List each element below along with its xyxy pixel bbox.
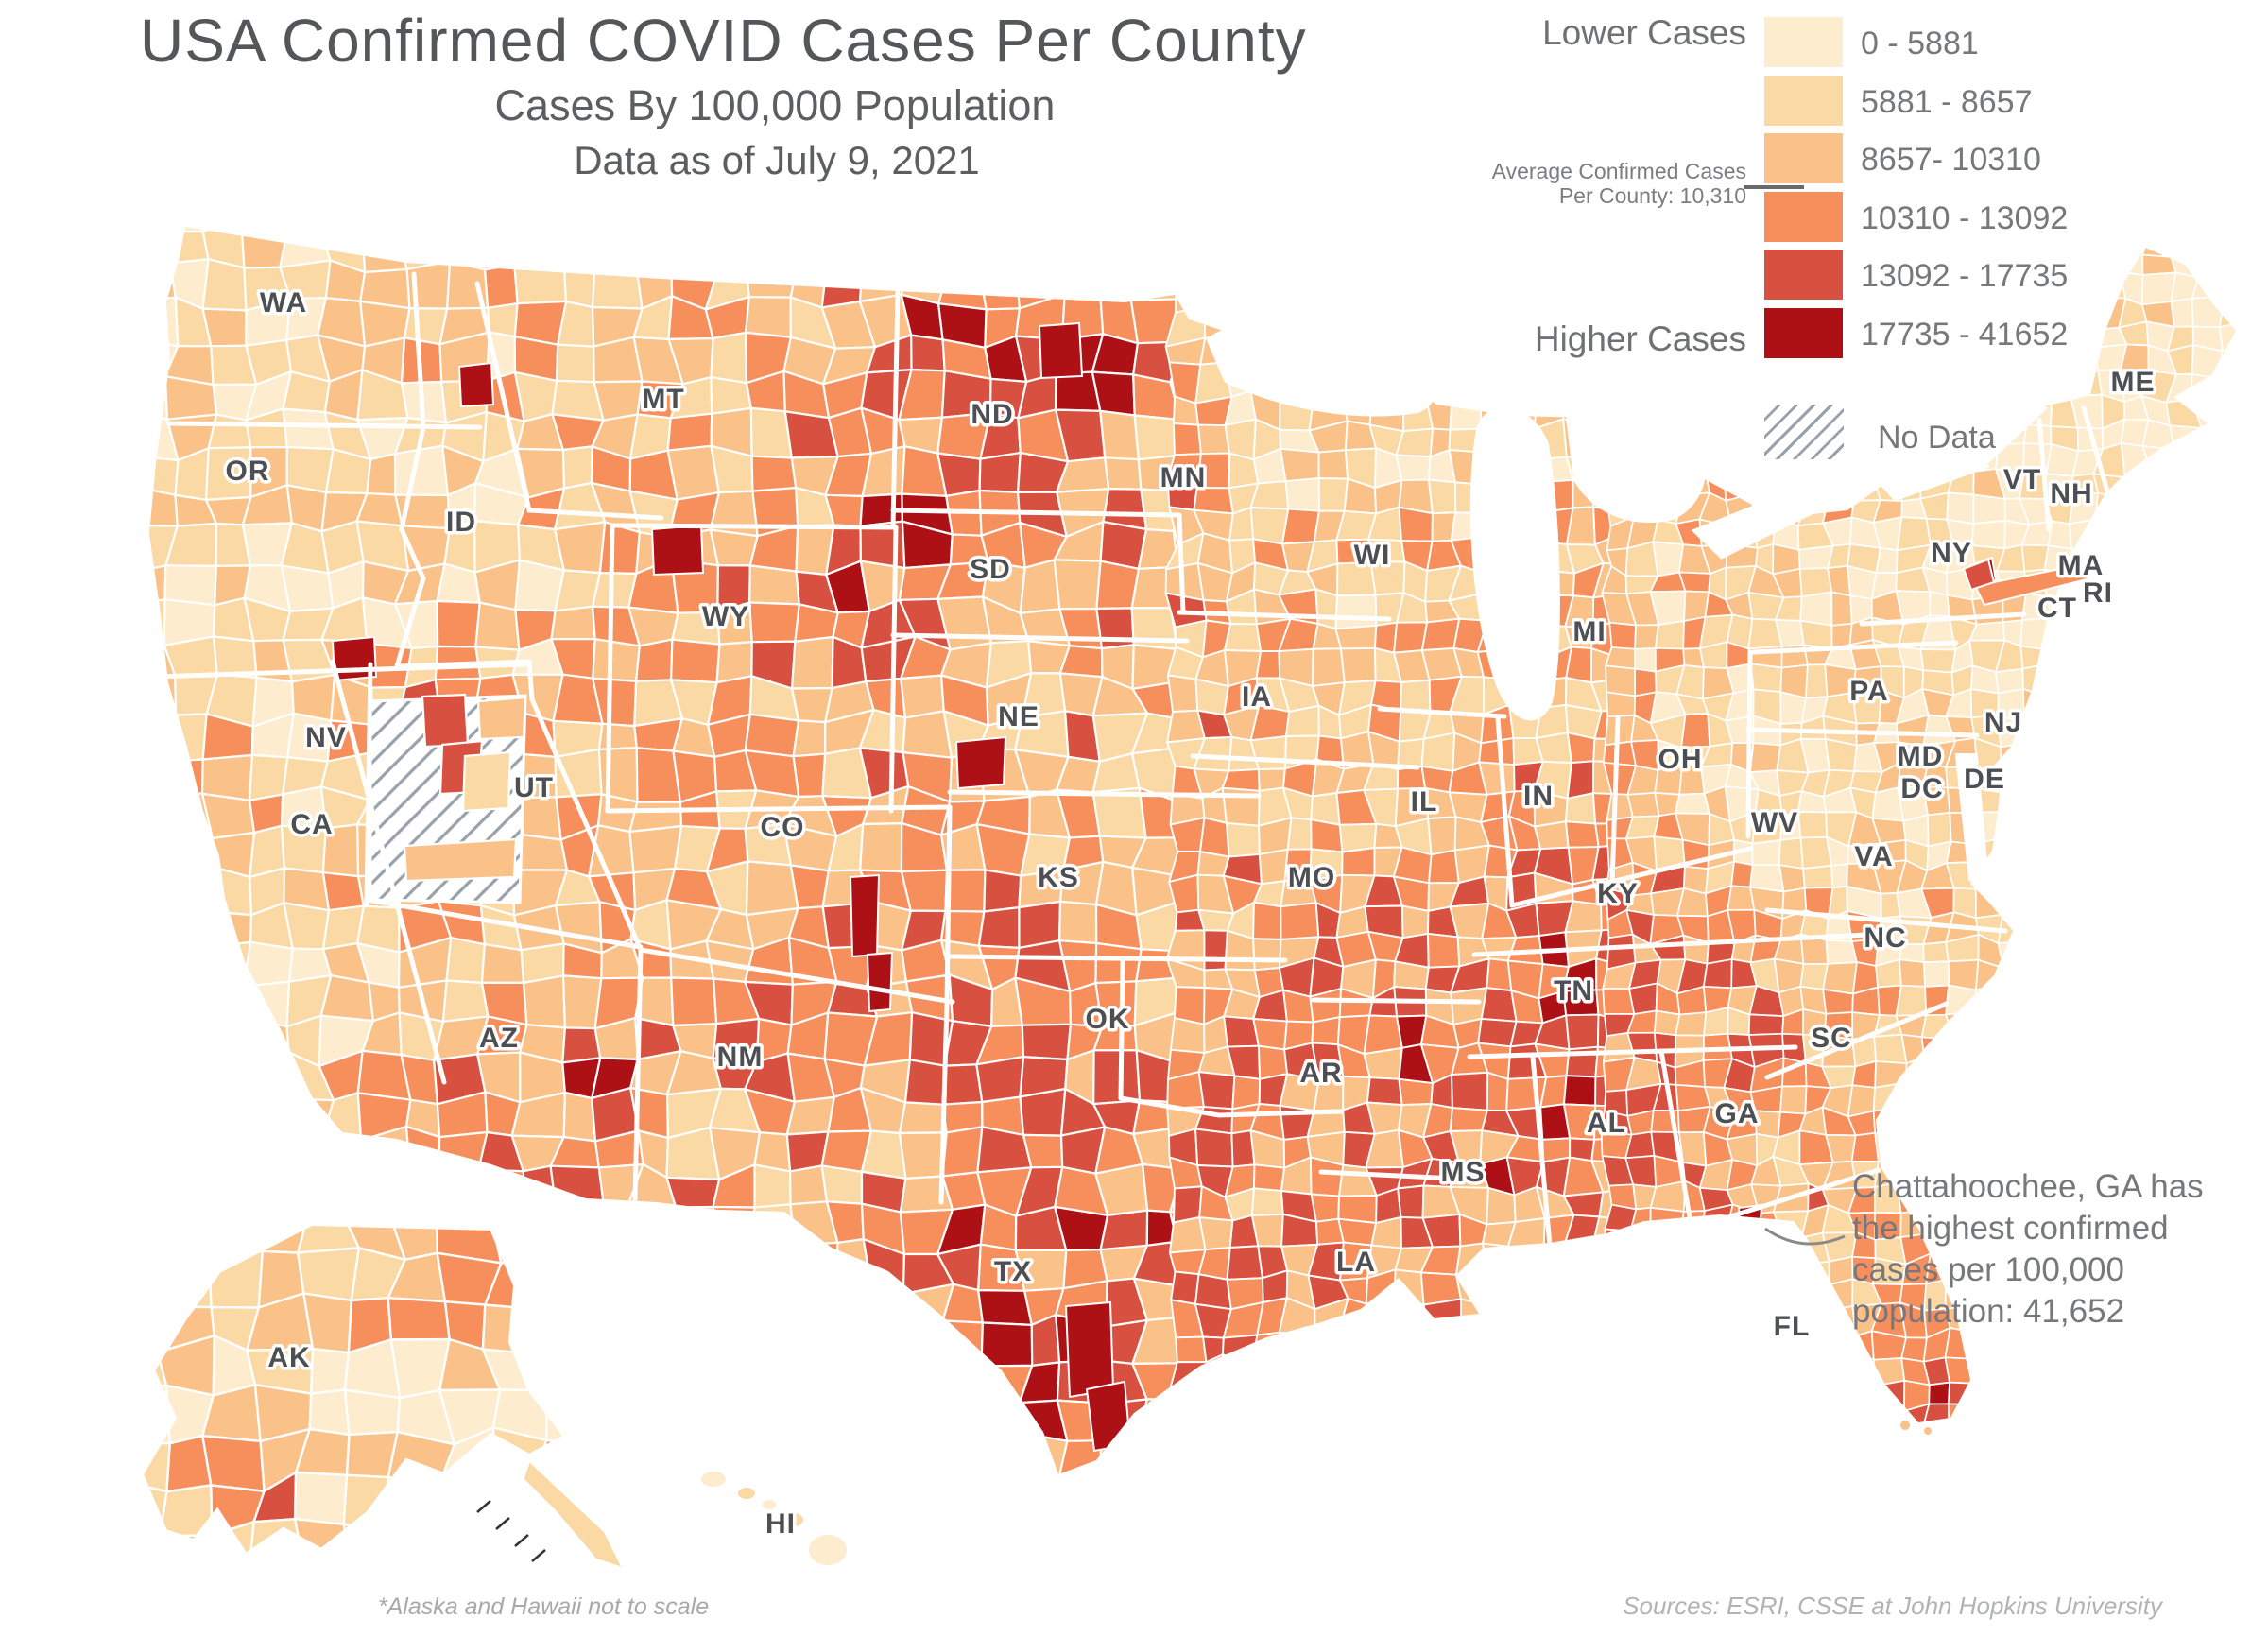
state-label-tn: TN bbox=[1554, 975, 1593, 1007]
legend-range-label-bin-5: 13092 - 17735 bbox=[1861, 258, 2069, 294]
state-label-co: CO bbox=[761, 812, 805, 843]
state-label-mt: MT bbox=[642, 384, 684, 415]
state-label-ma: MA bbox=[2058, 550, 2105, 581]
state-label-ar: AR bbox=[1299, 1058, 1342, 1089]
legend-swatch-bin-2 bbox=[1764, 75, 1843, 126]
state-label-al: AL bbox=[1587, 1108, 1626, 1139]
average-cases-note-line2: Per County: 10,310 bbox=[1558, 183, 1746, 208]
state-label-mo: MO bbox=[1288, 862, 1335, 893]
state-label-ny: NY bbox=[1931, 538, 1972, 569]
state-label-nd: ND bbox=[971, 399, 1013, 430]
state-label-la: LA bbox=[1336, 1247, 1376, 1278]
state-label-ak: AK bbox=[267, 1342, 310, 1373]
state-label-ky: KY bbox=[1597, 878, 1639, 909]
state-label-nv: NV bbox=[305, 722, 347, 753]
page-title: USA Confirmed COVID Cases Per County bbox=[140, 7, 1307, 75]
average-cases-note: Average Confirmed Cases Per County: 10,3… bbox=[1470, 159, 1746, 208]
legend-swatch-bin-6 bbox=[1764, 307, 1843, 358]
state-label-wa: WA bbox=[260, 287, 307, 319]
state-label-in: IN bbox=[1523, 781, 1554, 812]
data-as-of-date: Data as of July 9, 2021 bbox=[574, 138, 980, 182]
state-label-ri: RI bbox=[2083, 577, 2113, 609]
state-label-me: ME bbox=[2111, 367, 2156, 398]
state-label-ca: CA bbox=[290, 809, 333, 840]
state-label-nc: NC bbox=[1864, 922, 1906, 954]
state-label-vt: VT bbox=[2003, 464, 2041, 495]
state-label-va: VA bbox=[1854, 841, 1893, 872]
state-label-ne: NE bbox=[998, 701, 1040, 732]
state-label-sd: SD bbox=[970, 554, 1011, 585]
state-label-mn: MN bbox=[1160, 462, 1207, 493]
state-label-wv: WV bbox=[1751, 807, 1798, 838]
state-label-or: OR bbox=[226, 456, 270, 487]
legend-lower-cases-label: Lower Cases bbox=[1542, 13, 1746, 52]
state-label-il: IL bbox=[1411, 786, 1438, 818]
sources-footnote: Sources: ESRI, CSSE at John Hopkins Univ… bbox=[1623, 1592, 2162, 1620]
state-label-hi: HI bbox=[765, 1508, 796, 1540]
legend-swatch-bin-5 bbox=[1764, 250, 1843, 300]
legend-swatch-bin-1 bbox=[1764, 17, 1843, 67]
state-label-tx: TX bbox=[994, 1256, 1032, 1287]
state-label-nm: NM bbox=[717, 1042, 764, 1073]
state-label-de: DE bbox=[1964, 764, 2005, 795]
legend-range-label-bin-6: 17735 - 41652 bbox=[1861, 316, 2069, 353]
legend-range-label-bin-4: 10310 - 13092 bbox=[1861, 199, 2069, 236]
state-label-ks: KS bbox=[1038, 862, 1079, 893]
state-label-pa: PA bbox=[1849, 676, 1888, 707]
legend-swatch-bin-4 bbox=[1764, 191, 1843, 242]
state-label-nj: NJ bbox=[1984, 707, 2022, 738]
page-subtitle: Cases By 100,000 Population bbox=[494, 81, 1056, 129]
average-marker-line bbox=[1744, 185, 1804, 189]
legend-range-label-bin-1: 0 - 5881 bbox=[1861, 26, 1979, 61]
state-label-ia: IA bbox=[1242, 681, 1272, 713]
highest-county-annotation: Chattahoochee, GA has the highest confir… bbox=[1852, 1168, 2204, 1330]
scale-footnote: *Alaska and Hawaii not to scale bbox=[377, 1593, 710, 1620]
state-label-sc: SC bbox=[1811, 1023, 1852, 1054]
no-data-hatch-swatch bbox=[1764, 405, 1844, 459]
state-label-az: AZ bbox=[479, 1023, 519, 1054]
state-label-ct: CT bbox=[2037, 593, 2077, 624]
state-label-wy: WY bbox=[702, 601, 749, 632]
state-label-oh: OH bbox=[1658, 744, 1703, 775]
no-data-label: No Data bbox=[1878, 420, 1996, 456]
state-label-fl: FL bbox=[1774, 1311, 1811, 1342]
state-label-ok: OK bbox=[1086, 1004, 1130, 1035]
legend-range-label-bin-3: 8657- 10310 bbox=[1861, 142, 2041, 178]
state-label-id: ID bbox=[446, 507, 476, 538]
state-label-ut: UT bbox=[514, 772, 554, 803]
legend-range-label-bin-2: 5881 - 8657 bbox=[1861, 83, 2033, 120]
state-label-mi: MI bbox=[1572, 616, 1606, 647]
state-label-ga: GA bbox=[1715, 1098, 1760, 1129]
legend-higher-cases-label: Higher Cases bbox=[1534, 319, 1746, 358]
state-label-wi: WI bbox=[1354, 540, 1391, 571]
state-label-ms: MS bbox=[1441, 1157, 1486, 1188]
legend-swatch-bin-3 bbox=[1764, 133, 1843, 183]
state-label-nh: NH bbox=[2050, 478, 2092, 509]
state-label-dc: DC bbox=[1900, 773, 1943, 804]
state-label-md: MD bbox=[1898, 741, 1944, 772]
average-cases-note-line1: Average Confirmed Cases bbox=[1491, 159, 1746, 183]
